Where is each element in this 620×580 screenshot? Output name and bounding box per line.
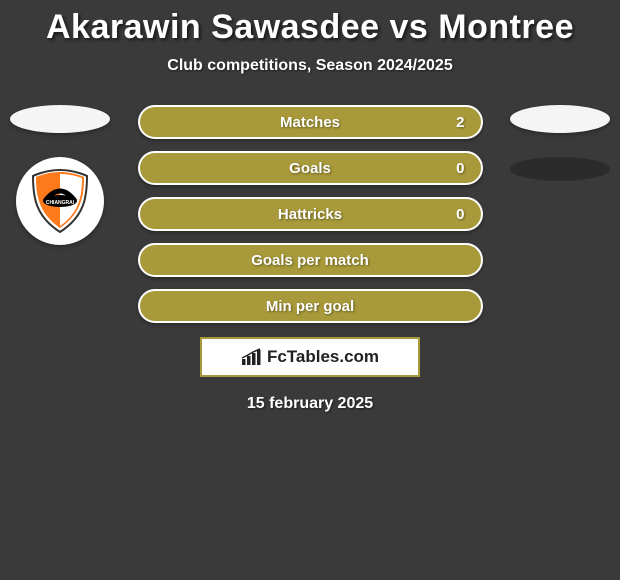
club-badge-right-placeholder (510, 157, 610, 181)
stat-label: Goals (289, 160, 331, 177)
stat-label: Min per goal (266, 298, 354, 315)
brand-box[interactable]: FcTables.com (200, 337, 420, 377)
player-placeholder-right (510, 105, 610, 133)
player-placeholder-left (10, 105, 110, 133)
svg-text:CHIANGRAI: CHIANGRAI (46, 200, 75, 206)
content-area: CHIANGRAI Matches 2 Goals 0 Hattricks 0 … (0, 105, 620, 413)
stat-value: 0 (456, 206, 464, 223)
stat-row-min-per-goal: Min per goal (138, 289, 483, 323)
stat-row-hattricks: Hattricks 0 (138, 197, 483, 231)
subtitle: Club competitions, Season 2024/2025 (0, 57, 620, 75)
stat-label: Goals per match (251, 252, 369, 269)
page-title: Akarawin Sawasdee vs Montree (0, 8, 620, 47)
left-column: CHIANGRAI (10, 105, 110, 245)
stat-row-goals: Goals 0 (138, 151, 483, 185)
stat-value: 0 (456, 160, 464, 177)
stats-list: Matches 2 Goals 0 Hattricks 0 Goals per … (138, 105, 483, 323)
club-badge-left: CHIANGRAI (16, 157, 104, 245)
stat-row-goals-per-match: Goals per match (138, 243, 483, 277)
right-column (510, 105, 610, 181)
brand-text: FcTables.com (267, 347, 379, 367)
stat-value: 2 (456, 114, 464, 131)
stat-row-matches: Matches 2 (138, 105, 483, 139)
bar-chart-icon (241, 348, 263, 366)
chiangrai-badge-icon: CHIANGRAI (25, 166, 95, 236)
date-label: 15 february 2025 (0, 395, 620, 413)
stat-label: Matches (280, 114, 340, 131)
infographic-container: Akarawin Sawasdee vs Montree Club compet… (0, 0, 620, 413)
stat-label: Hattricks (278, 206, 342, 223)
